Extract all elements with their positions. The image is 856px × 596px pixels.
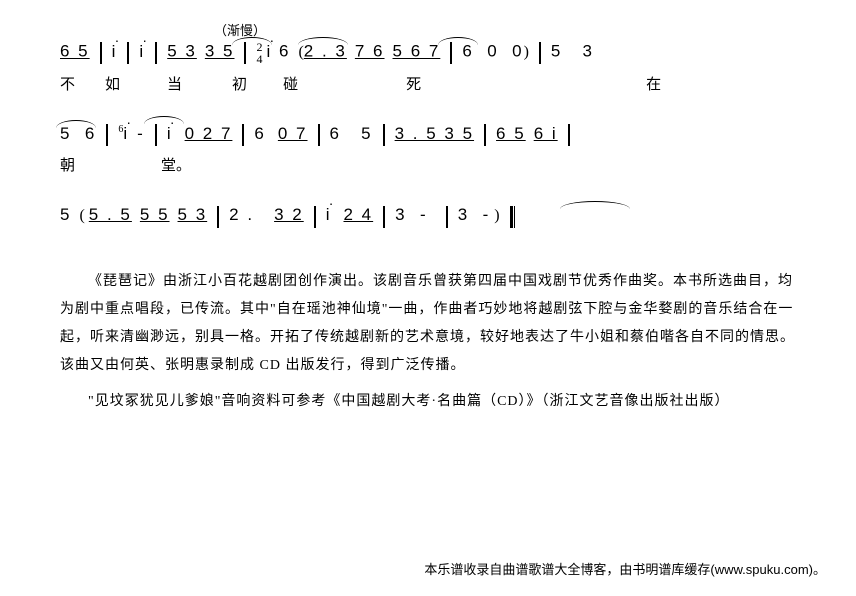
footer-credit: 本乐谱收录自曲谱歌谱大全博客，由书明谱库缓存(www.spuku.com)。 bbox=[424, 559, 826, 578]
lyric-char: 朝 bbox=[60, 154, 75, 175]
lyric-char: 在 bbox=[646, 73, 661, 94]
lyric-line-1: 不如当初碰死在 bbox=[60, 73, 796, 94]
music-line-2: 5 6 6i - i 0 2 7 6 0 7 6 5 3 . 5 3 5 6 5… bbox=[60, 124, 796, 146]
lyric-line-2: 朝 堂。 bbox=[60, 154, 796, 175]
lyric-char: 堂 bbox=[161, 154, 176, 175]
lyric-char: 如 bbox=[105, 73, 120, 94]
lyric-char: 初 bbox=[232, 73, 247, 94]
tempo-annotation: （渐慢） bbox=[214, 20, 796, 39]
lyric-char: 当 bbox=[167, 73, 182, 94]
music-line-1: 6 5 i i 5 3 3 5 24 i 6 (2 . 3 7 6 5 6 7 … bbox=[60, 41, 796, 65]
description-paragraph-2: "见坟冢犹见儿爹娘"音响资料可参考《中国越剧大考·名曲篇（CD）》（浙江文艺音像… bbox=[60, 388, 796, 416]
lyric-char: 。 bbox=[176, 154, 191, 175]
lyric-char: 死 bbox=[406, 73, 421, 94]
description-paragraph-1: 《琵琶记》由浙江小百花越剧团创作演出。该剧音乐曾获第四届中国戏剧节优秀作曲奖。本… bbox=[60, 268, 796, 380]
lyric-char: 碰 bbox=[283, 73, 298, 94]
lyric-char: 不 bbox=[60, 73, 75, 94]
music-line-3: 5 ( 5 . 5 5 5 5 3 2 . 3 2 i 2 4 3 - 3 - … bbox=[60, 205, 796, 227]
